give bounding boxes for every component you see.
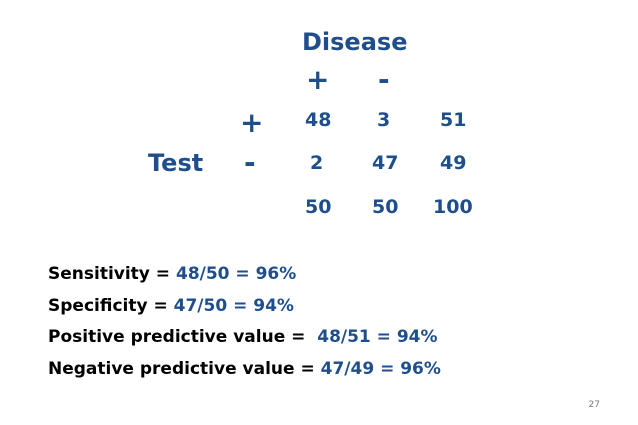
- stat-line-specificity: Specificity = 47/50 = 94%: [48, 296, 294, 316]
- row-sign-positive: +: [240, 106, 264, 139]
- table-cell: 50: [305, 196, 332, 218]
- stat-value: 48/51 = 94%: [317, 327, 438, 347]
- test-label: Test: [148, 149, 204, 177]
- stat-line-ppv: Positive predictive value = 48/51 = 94%: [48, 327, 438, 347]
- table-cell: 49: [440, 152, 467, 174]
- stat-value: 47/50 = 94%: [173, 296, 294, 316]
- stat-label: Positive predictive value =: [48, 327, 318, 347]
- column-sign-positive: +: [306, 63, 330, 96]
- table-cell: 50: [372, 196, 399, 218]
- stat-line-npv: Negative predictive value = 47/49 = 96%: [48, 359, 441, 379]
- stat-label: Sensitivity =: [48, 264, 176, 284]
- table-cell: 47: [372, 152, 399, 174]
- table-cell: 3: [377, 109, 391, 131]
- table-cell: 100: [433, 196, 473, 218]
- page-number: 27: [588, 400, 600, 410]
- stat-line-sensitivity: Sensitivity = 48/50 = 96%: [48, 264, 296, 284]
- table-cell: 2: [310, 152, 324, 174]
- stat-value: 47/49 = 96%: [320, 359, 441, 379]
- stat-label: Specificity =: [48, 296, 174, 316]
- column-sign-negative: -: [378, 63, 390, 96]
- stat-value: 48/50 = 96%: [175, 264, 297, 284]
- table-cell: 51: [440, 109, 467, 131]
- table-cell: 48: [305, 109, 332, 131]
- stat-label: Negative predictive value =: [48, 359, 321, 379]
- disease-header: Disease: [302, 28, 408, 56]
- row-sign-negative: -: [244, 146, 256, 179]
